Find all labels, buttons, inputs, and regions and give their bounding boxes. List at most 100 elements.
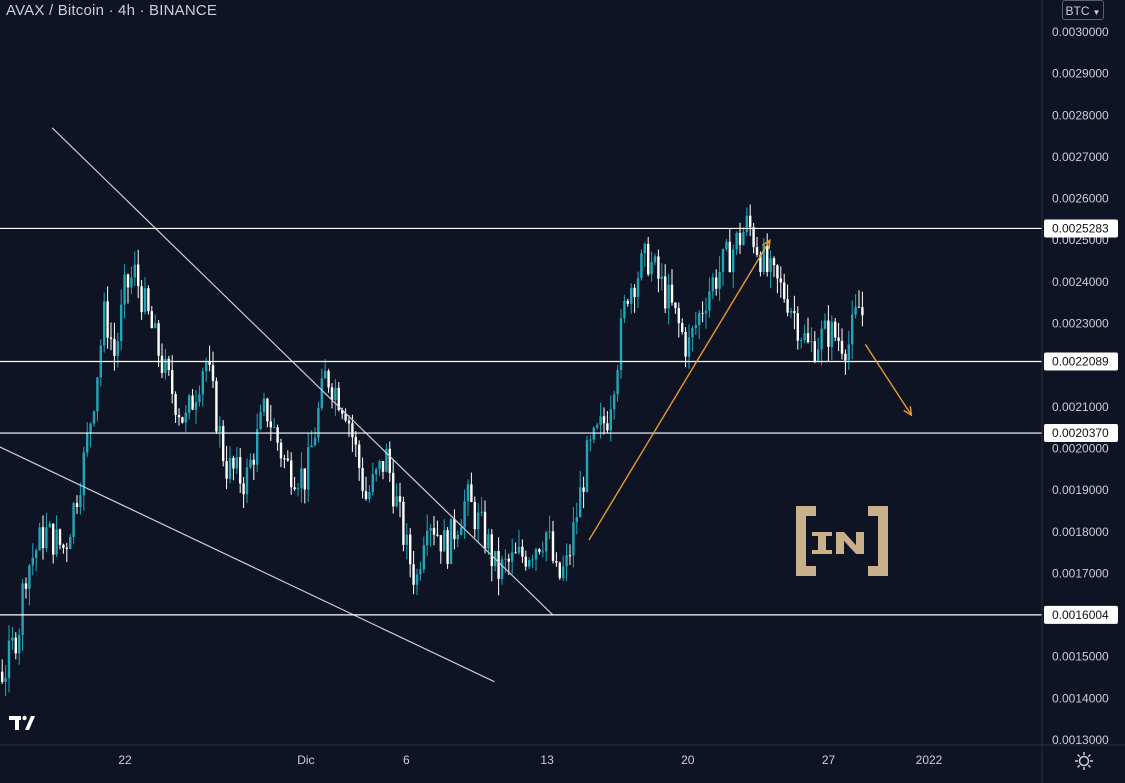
candle-body	[327, 370, 330, 388]
candle-body	[657, 256, 660, 279]
candle-body	[130, 277, 133, 288]
y-tick-label: 0.0023000	[1052, 317, 1109, 331]
candle-body	[133, 264, 136, 278]
candle-body	[317, 407, 320, 438]
candle-body	[575, 517, 578, 523]
candle-body	[851, 314, 854, 345]
candle-body	[643, 243, 646, 254]
forecast-arrow-line[interactable]	[588, 239, 771, 541]
candle-body	[388, 448, 391, 473]
candle-body	[755, 247, 759, 255]
candle-body	[691, 328, 694, 338]
y-tick-label: 0.0018000	[1052, 525, 1109, 539]
candle-body	[303, 468, 306, 490]
candle-body	[626, 300, 629, 304]
candle-body	[738, 233, 742, 245]
candle-body	[232, 457, 235, 469]
candle-body	[191, 395, 194, 410]
candle-body	[766, 245, 769, 272]
candle-body	[249, 459, 252, 468]
candle-body	[483, 511, 487, 549]
candle-body	[21, 583, 24, 635]
candle-body	[640, 253, 643, 279]
candle-body	[79, 495, 82, 508]
candle-body	[415, 574, 419, 585]
candle-body	[344, 413, 347, 421]
y-axis[interactable]: 0.0030000 0.0029000 0.0028000 0.0027000 0.00…	[1052, 25, 1109, 747]
candle-body	[290, 460, 293, 488]
candle-body	[745, 215, 748, 232]
candle-body	[837, 337, 840, 341]
candle-body	[541, 551, 544, 553]
tradingview-logo-icon[interactable]	[6, 708, 38, 736]
candle-body	[320, 378, 323, 408]
forecast-arrow-line[interactable]	[864, 343, 912, 416]
candle-body	[538, 549, 541, 552]
candle-body	[38, 527, 41, 551]
currency-dropdown-button[interactable]: BTC ▼	[1062, 0, 1104, 20]
x-tick-label: 13	[540, 753, 554, 767]
gear-icon[interactable]	[1074, 751, 1094, 771]
candle-body	[402, 501, 405, 545]
candle-body	[58, 529, 62, 545]
candle-body	[375, 469, 378, 475]
candle-body	[371, 474, 374, 492]
candle-body	[106, 301, 109, 338]
candle-body	[718, 271, 721, 289]
horizontal-levels-layer	[0, 227, 1042, 616]
candle-body	[337, 387, 340, 411]
candle-body	[820, 328, 823, 350]
candle-body	[177, 414, 181, 418]
y-tick-label: 0.0019000	[1052, 483, 1109, 497]
candle-body	[75, 503, 79, 508]
candle-body	[181, 417, 184, 423]
candle-body	[174, 394, 177, 415]
candle-body	[470, 484, 473, 502]
candle-body	[545, 532, 548, 552]
candle-body	[235, 457, 238, 469]
candle-body	[762, 245, 765, 272]
candle-body	[507, 558, 510, 562]
candle-body	[528, 559, 531, 567]
candle-body	[398, 496, 402, 502]
candle-body	[52, 523, 55, 555]
candle-body	[742, 231, 745, 245]
chevron-down-icon: ▼	[1092, 8, 1101, 17]
candle-body	[854, 306, 857, 315]
candle-body	[844, 353, 847, 361]
level-price-label: 0.0022089	[1044, 352, 1118, 371]
candle-body	[436, 534, 439, 536]
candle-body	[103, 301, 106, 346]
trendline[interactable]	[51, 127, 554, 616]
candle-body	[817, 349, 820, 361]
candle-body	[351, 423, 354, 438]
candle-body	[681, 323, 684, 332]
candle-body	[245, 467, 249, 495]
candle-body	[793, 310, 796, 314]
candle-body	[123, 274, 126, 305]
candle-body	[426, 530, 429, 546]
candle-body	[466, 484, 470, 502]
candle-body	[211, 364, 215, 382]
y-tick-label: 0.0024000	[1052, 275, 1109, 289]
candle-body	[698, 312, 701, 326]
y-tick-label: 0.0021000	[1052, 400, 1109, 414]
candle-body	[392, 472, 395, 507]
candle-body	[126, 274, 130, 288]
candle-body	[715, 277, 718, 289]
x-axis[interactable]: 1522Dic61320272022	[0, 753, 943, 767]
candle-body	[596, 425, 599, 428]
candle-body	[143, 288, 147, 313]
candle-body	[160, 355, 164, 373]
candle-body	[460, 527, 463, 535]
candle-body	[0, 671, 4, 682]
candle-body	[636, 278, 640, 298]
candle-body	[582, 487, 585, 492]
currency-label: BTC	[1065, 4, 1090, 18]
candle-body	[677, 308, 680, 324]
trendline[interactable]	[0, 411, 495, 683]
candle-body	[749, 215, 752, 228]
candle-body	[708, 291, 711, 311]
